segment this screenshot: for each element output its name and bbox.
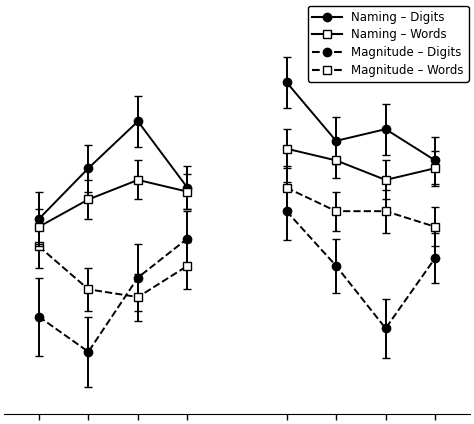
Legend: Naming – Digits, Naming – Words, Magnitude – Digits, Magnitude – Words: Naming – Digits, Naming – Words, Magnitu…: [308, 6, 469, 81]
